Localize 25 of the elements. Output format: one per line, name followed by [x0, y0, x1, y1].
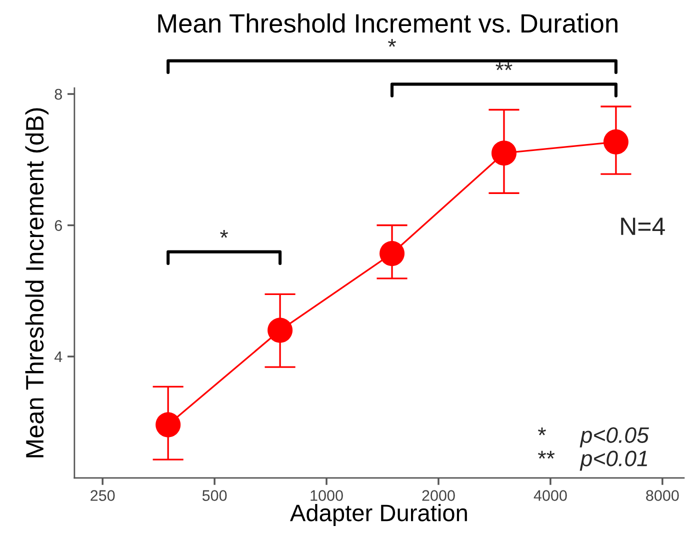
chart-title: Mean Threshold Increment vs. Duration [158, 13, 618, 33]
x-tick-label: 8000 [646, 490, 679, 501]
x-tick-label: 1000 [310, 490, 343, 501]
annotation: N=4 [621, 218, 665, 235]
annotation: * [220, 230, 228, 238]
x-tick-label: 500 [202, 490, 227, 501]
y-tick-label: 6 [54, 220, 62, 231]
point [491, 140, 516, 166]
x-tick-label: 250 [90, 490, 115, 501]
annotation: * [538, 427, 546, 436]
point [268, 318, 293, 343]
text: ** [496, 62, 512, 70]
y-axis-title: Mean Threshold Increment (dB) [25, 108, 49, 458]
point [603, 129, 628, 154]
point [156, 412, 181, 438]
y-tick-label: 4 [54, 352, 62, 362]
y-tick-label: 8 [54, 88, 62, 100]
text: * [388, 38, 396, 47]
annotation: p<0.05 [580, 427, 649, 448]
x-tick-label: 4000 [534, 490, 567, 501]
x-tick-label: 2000 [422, 490, 455, 501]
x-axis-title: Adapter Duration [290, 504, 467, 526]
point [380, 240, 405, 266]
annotation: ** [538, 450, 555, 459]
annotation: p<0.01 [580, 450, 648, 471]
